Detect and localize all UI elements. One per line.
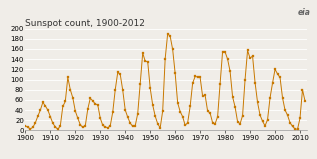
Text: eia: eia bbox=[298, 8, 311, 17]
Text: Sunspot count, 1900-2012: Sunspot count, 1900-2012 bbox=[25, 19, 145, 28]
